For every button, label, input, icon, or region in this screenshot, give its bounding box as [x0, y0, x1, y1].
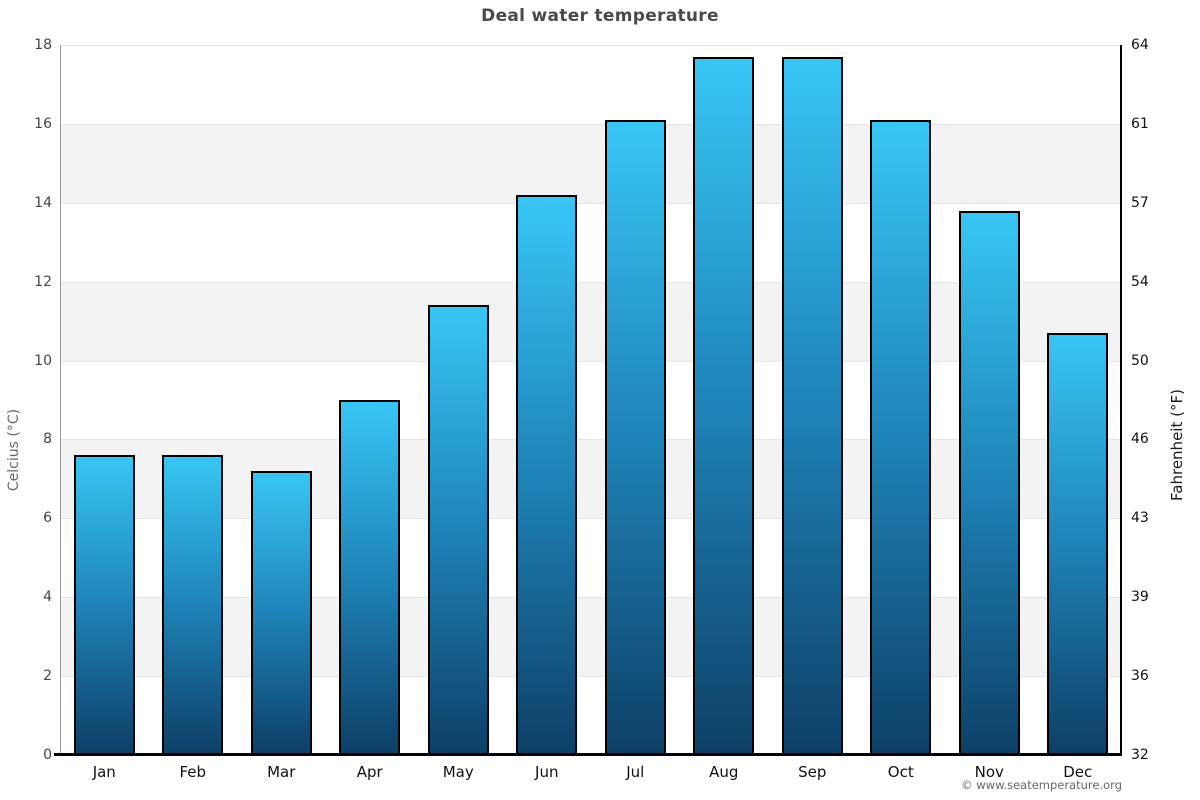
bar-jun — [516, 194, 578, 755]
ytick-fahrenheit-32: 32 — [1131, 747, 1149, 763]
gridline — [60, 202, 1122, 204]
ytick-fahrenheit-39: 39 — [1131, 589, 1149, 606]
bar-oct — [870, 119, 932, 755]
gridline — [60, 281, 1122, 283]
plot-band — [60, 439, 1122, 519]
ytick-fahrenheit-54: 54 — [1131, 273, 1149, 290]
bar-aug — [693, 56, 755, 755]
plot-band — [60, 518, 1122, 598]
plot-band — [60, 202, 1122, 282]
xtick-apr: Apr — [356, 763, 383, 781]
y-axis-line-right — [1120, 45, 1122, 755]
xtick-mar: Mar — [267, 763, 296, 781]
ytick-celsius-18: 18 — [34, 37, 52, 53]
ytick-fahrenheit-46: 46 — [1131, 431, 1149, 448]
xtick-oct: Oct — [887, 763, 914, 781]
xtick-feb: Feb — [179, 763, 207, 781]
bar-mar — [250, 471, 312, 755]
ytick-celsius-4: 4 — [43, 589, 52, 606]
bar-jul — [604, 119, 666, 755]
chart-title: Deal water temperature — [481, 6, 719, 26]
xtick-dec: Dec — [1063, 763, 1093, 781]
bar-nov — [958, 210, 1020, 755]
bar-feb — [162, 455, 224, 755]
x-axis-line — [54, 753, 1122, 756]
xtick-jan: Jan — [92, 763, 116, 781]
gridline — [60, 45, 1122, 46]
gridline — [60, 439, 1122, 441]
copyright-credit: © www.seatemperature.org — [961, 778, 1122, 792]
ytick-celsius-2: 2 — [43, 668, 52, 685]
ytick-celsius-0: 0 — [43, 747, 52, 763]
ytick-celsius-6: 6 — [43, 510, 52, 527]
bar-apr — [339, 400, 401, 755]
gridline — [60, 597, 1122, 599]
plot-band — [60, 45, 1122, 124]
xtick-jun: Jun — [535, 763, 559, 781]
gridline — [60, 360, 1122, 362]
xtick-jul: Jul — [626, 763, 645, 781]
y-axis-title-celsius: Celcius (°C) — [6, 408, 22, 492]
ytick-celsius-14: 14 — [34, 194, 52, 211]
ytick-fahrenheit-64: 64 — [1131, 37, 1149, 53]
xtick-sep: Sep — [798, 763, 827, 781]
ytick-celsius-8: 8 — [43, 431, 52, 448]
ytick-fahrenheit-57: 57 — [1131, 194, 1149, 211]
gridline — [60, 123, 1122, 125]
y-axis-line-left — [60, 45, 61, 755]
plot-band — [60, 676, 1122, 755]
plot-band — [60, 281, 1122, 361]
xtick-aug: Aug — [709, 763, 739, 781]
ytick-celsius-10: 10 — [34, 352, 52, 369]
ytick-fahrenheit-36: 36 — [1131, 668, 1149, 685]
xtick-may: May — [442, 763, 474, 781]
xtick-nov: Nov — [974, 763, 1004, 781]
ytick-celsius-12: 12 — [34, 273, 52, 290]
plot-band — [60, 123, 1122, 203]
bar-dec — [1047, 332, 1109, 755]
y-axis-title-fahrenheit: Fahrenheit (°F) — [1168, 389, 1186, 501]
plot-band — [60, 360, 1122, 440]
bar-jan — [73, 455, 135, 755]
bar-sep — [781, 56, 843, 755]
ytick-fahrenheit-50: 50 — [1131, 352, 1149, 369]
ytick-fahrenheit-61: 61 — [1131, 115, 1149, 132]
plot-area — [60, 45, 1122, 755]
gridline — [60, 518, 1122, 520]
ytick-celsius-16: 16 — [34, 115, 52, 132]
bar-may — [427, 305, 489, 755]
ytick-fahrenheit-43: 43 — [1131, 510, 1149, 527]
gridline — [60, 676, 1122, 678]
plot-band — [60, 597, 1122, 677]
